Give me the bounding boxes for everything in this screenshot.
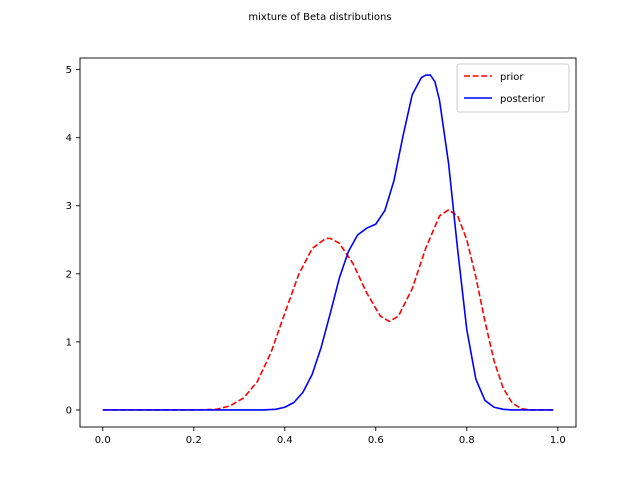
legend: prior posterior (456, 63, 570, 113)
x-tick-label: 0.2 (186, 435, 202, 446)
y-tick-label: 0 (66, 405, 72, 416)
x-tick-label: 0.0 (95, 435, 111, 446)
legend-label-prior: prior (500, 72, 524, 83)
chart-title: mixture of Beta distributions (248, 12, 391, 23)
y-tick-label: 3 (66, 201, 72, 212)
x-tick-label: 0.4 (277, 435, 293, 446)
series-line-prior (102, 209, 554, 411)
y-tick-label: 2 (66, 269, 72, 280)
y-tick-label: 4 (66, 133, 72, 144)
x-tick-label: 0.6 (368, 435, 384, 446)
legend-label-posterior: posterior (500, 94, 546, 105)
axes-frame (79, 57, 577, 428)
series-line-posterior (102, 74, 554, 411)
x-tick-label: 0.8 (459, 435, 475, 446)
y-tick-label: 5 (66, 65, 72, 76)
y-tick-label: 1 (66, 337, 72, 348)
x-tick-label: 1.0 (550, 435, 566, 446)
